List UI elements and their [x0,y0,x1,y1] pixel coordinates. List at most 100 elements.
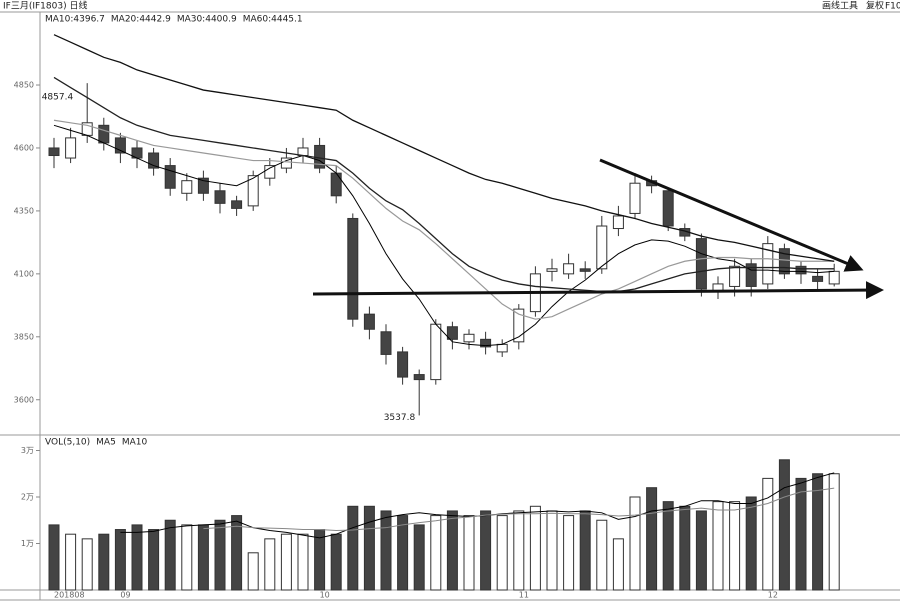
candle-body [48,147,60,157]
trend-arrow [312,281,884,300]
ma-line [203,487,835,531]
legend-entry: MA5 [96,438,116,448]
candle-body [729,265,741,287]
volume-bar [828,473,840,591]
volume-bar [231,515,243,591]
volume-bar [430,515,442,591]
x-tick-label: 12 [768,591,778,600]
x-tick-label: 11 [519,591,529,600]
legend-entry: MA10 [122,438,148,448]
volume-bar [745,496,757,591]
volume-bar [413,524,425,591]
candle-body [247,175,259,207]
volume-bar [662,501,674,591]
candle-body [612,215,624,230]
volume-bar [529,505,541,591]
toolbar-button[interactable]: 复权 [866,0,884,12]
y-tick-label: 1万 [21,539,34,548]
candle-body [546,268,558,272]
legend-entry: MA30:4400.9 [177,15,237,25]
volume-bar [380,510,392,591]
volume-bar [81,538,93,591]
candle-body [65,137,77,159]
candle-body [181,180,193,194]
candle-body [762,243,774,285]
volume-bar [214,519,226,591]
candle-body [214,190,226,204]
volume-bar [330,533,342,591]
volume-bar [712,501,724,591]
y-tick-label: 4850 [14,81,34,90]
candle-body [828,270,840,285]
volume-bar [98,533,110,591]
legend-entry: MA10:4396.7 [45,15,105,25]
toolbar-button[interactable]: F10 [885,2,900,12]
candle-body [513,308,525,343]
candle-body [363,313,375,330]
y-tick-label: 4600 [14,143,34,152]
volume-bar [48,524,60,591]
volume-bar [496,515,508,591]
candle-body [397,351,409,378]
volume-bar [264,538,276,591]
y-tick-label: 2万 [21,492,34,501]
y-tick-label: 3600 [14,395,34,404]
volume-bar [612,538,624,591]
candle-body [264,165,276,179]
x-tick-label: 10 [320,591,330,600]
volume-bar [679,505,691,591]
candle-body [795,265,807,275]
annotation: 3537.8 [384,413,416,423]
volume-bar [563,515,575,591]
y-tick-label: 4350 [14,206,34,215]
annotation: 4857.4 [42,93,74,103]
candle-body [164,165,176,189]
volume-bar [197,524,209,591]
candle-body [98,124,110,144]
legend-entry: MA60:4445.1 [243,15,303,25]
volume-bar [65,533,77,591]
plot: 3600 3850 4100 4350 4600 4850 MA10:4396.7 MA20:… [14,15,840,600]
candle-body [695,238,707,290]
legend-title: VOL(5,10) [45,438,90,448]
toolbar-button[interactable]: 画线工具 [822,0,858,12]
y-tick-label: 3850 [14,332,34,341]
legend-entry: MA20:4442.9 [111,15,171,25]
candle-body [463,333,475,343]
candle-body [380,331,392,355]
volume-bar [513,510,525,591]
ma-line [53,34,835,262]
candle-body [778,248,790,275]
volume-bar [347,505,359,591]
candle-body [579,268,591,272]
volume-bar [480,510,492,591]
candle-body [745,263,757,287]
x-tick-label: 09 [120,591,130,600]
candle-body [148,152,160,169]
ma-line [53,124,835,347]
volume-bar [646,487,658,591]
ma-line [53,119,835,320]
volume-bar [795,477,807,591]
volume-bar [280,533,292,591]
candle-body [480,338,492,348]
volume-bar [778,459,790,591]
x-tick-label: 201808 [54,591,85,600]
candle-body [430,323,442,381]
volume-bar [114,529,126,591]
candle-body [114,137,126,154]
candle-body [413,374,425,381]
chart-title: IF三月(IF1803) 日线 [3,0,87,12]
volume-bar [181,524,193,591]
volume-bar [596,519,608,591]
candle-body [563,263,575,275]
y-tick-label: 4100 [14,269,34,278]
volume-bar [164,519,176,591]
volume-bar [363,505,375,591]
ma-line [53,76,835,293]
volume-bar [131,524,143,591]
y-tick-label: 3万 [21,446,34,455]
trend-arrow [599,158,864,272]
candle-body [662,190,674,227]
volume-bar [148,529,160,591]
